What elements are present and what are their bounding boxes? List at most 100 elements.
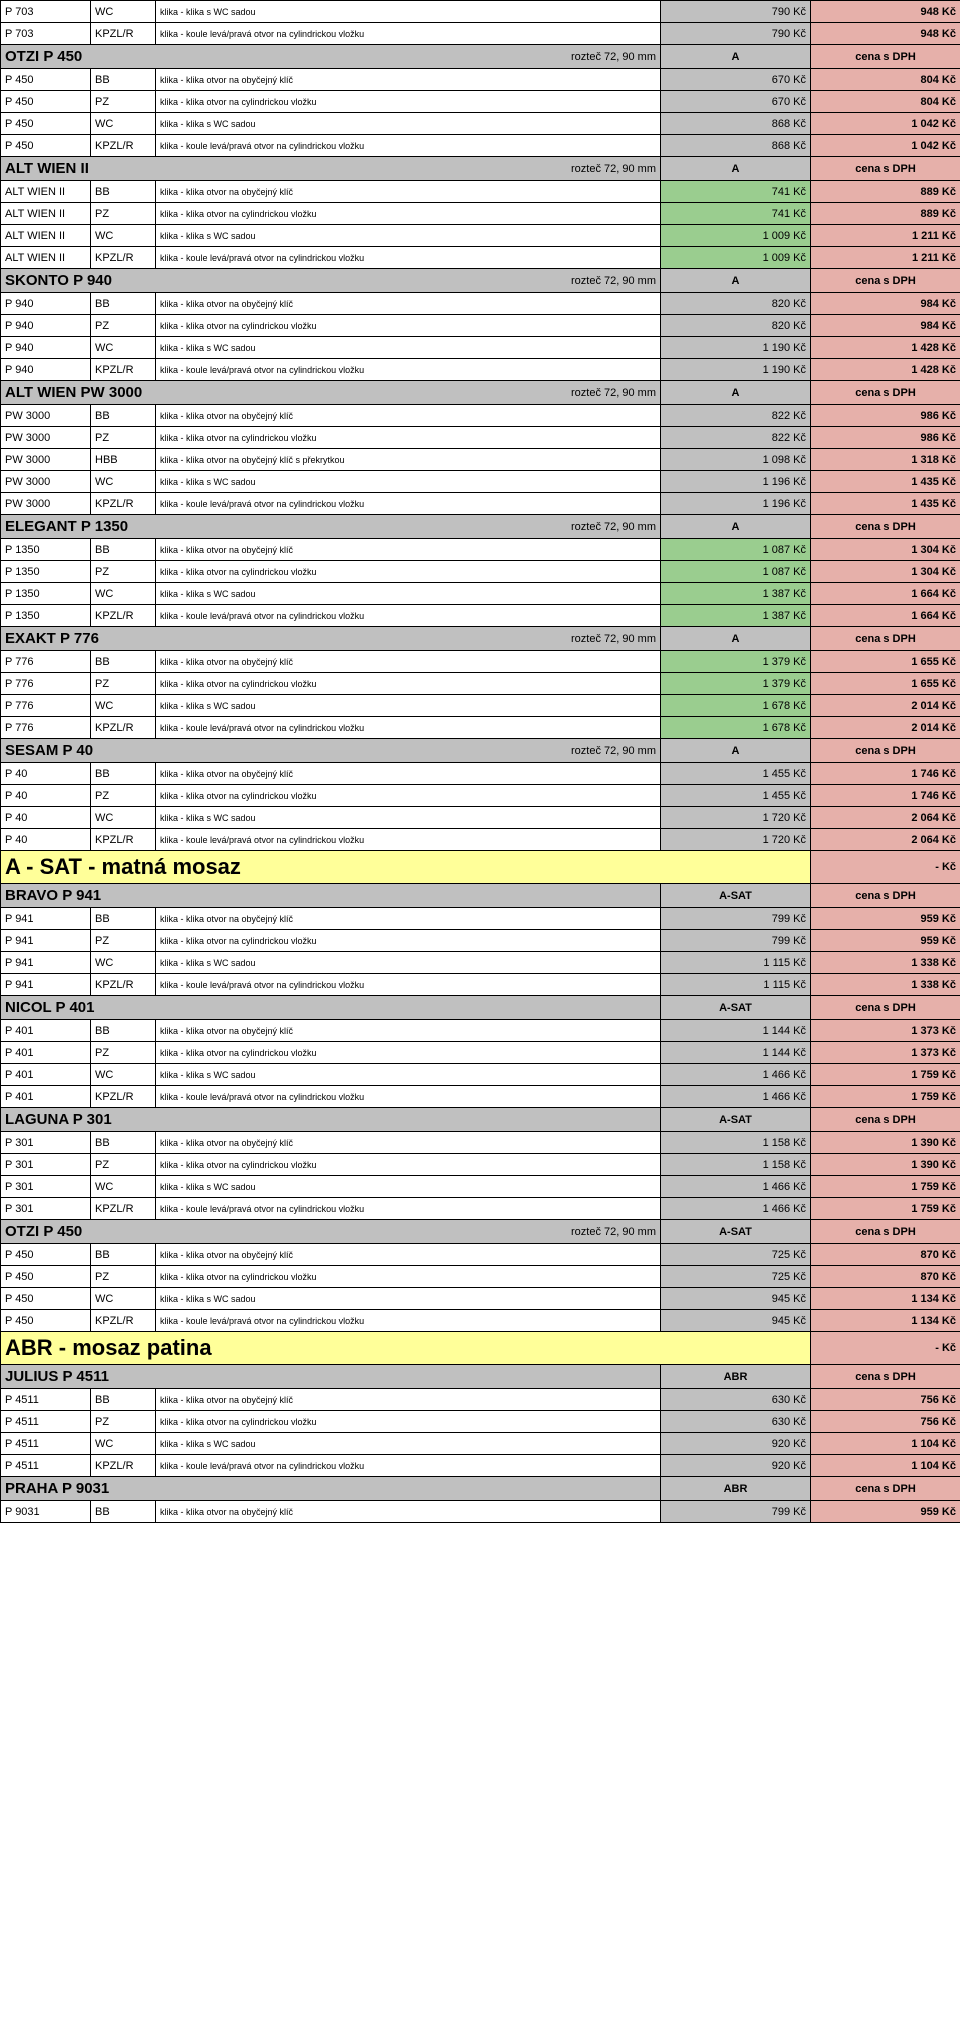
price-vat: 1 134 Kč bbox=[811, 1288, 960, 1310]
table-row: P 40BBklika - klika otvor na obyčejný kl… bbox=[1, 763, 960, 785]
description: klika - klika s WC sadou bbox=[156, 952, 661, 974]
variant: WC bbox=[91, 113, 156, 135]
price-net: 1 720 Kč bbox=[661, 829, 811, 851]
description: klika - klika otvor na cylindrickou vlož… bbox=[156, 1266, 661, 1288]
table-row: P 941PZklika - klika otvor na cylindrick… bbox=[1, 930, 960, 952]
price-vat: 1 655 Kč bbox=[811, 651, 960, 673]
description: klika - klika otvor na cylindrickou vlož… bbox=[156, 561, 661, 583]
description: klika - klika s WC sadou bbox=[156, 1064, 661, 1086]
price-vat: 1 759 Kč bbox=[811, 1064, 960, 1086]
price-vat: 1 304 Kč bbox=[811, 561, 960, 583]
section-title: SKONTO P 940 bbox=[1, 269, 156, 293]
category-label: A bbox=[661, 515, 811, 539]
variant: BB bbox=[91, 908, 156, 930]
section-title: OTZI P 450 bbox=[1, 45, 156, 69]
description: klika - klika otvor na cylindrickou vlož… bbox=[156, 785, 661, 807]
product-code: P 703 bbox=[1, 23, 91, 45]
description: klika - klika otvor na obyčejný klíč bbox=[156, 405, 661, 427]
price-vat: 984 Kč bbox=[811, 315, 960, 337]
product-code: P 776 bbox=[1, 673, 91, 695]
description: klika - klika s WC sadou bbox=[156, 695, 661, 717]
price-net: 670 Kč bbox=[661, 91, 811, 113]
table-row: SKONTO P 940rozteč 72, 90 mmAcena s DPH bbox=[1, 269, 960, 293]
table-row: ALT WIEN PW 3000rozteč 72, 90 mmAcena s … bbox=[1, 381, 960, 405]
price-net: 822 Kč bbox=[661, 427, 811, 449]
variant: PZ bbox=[91, 91, 156, 113]
variant: BB bbox=[91, 651, 156, 673]
section-title: NICOL P 401 bbox=[1, 996, 156, 1020]
price-header: cena s DPH bbox=[811, 1477, 960, 1501]
product-code: P 9031 bbox=[1, 1501, 91, 1523]
product-code: P 301 bbox=[1, 1154, 91, 1176]
price-net: 799 Kč bbox=[661, 1501, 811, 1523]
price-vat: 986 Kč bbox=[811, 427, 960, 449]
product-code: ALT WIEN II bbox=[1, 225, 91, 247]
price-vat: 1 428 Kč bbox=[811, 337, 960, 359]
price-vat: 1 373 Kč bbox=[811, 1042, 960, 1064]
variant: KPZL/R bbox=[91, 974, 156, 996]
description: klika - koule levá/pravá otvor na cylind… bbox=[156, 135, 661, 157]
table-row: P 450PZklika - klika otvor na cylindrick… bbox=[1, 1266, 960, 1288]
description: klika - klika s WC sadou bbox=[156, 583, 661, 605]
price-header: cena s DPH bbox=[811, 739, 960, 763]
variant: HBB bbox=[91, 449, 156, 471]
description: klika - klika otvor na cylindrickou vlož… bbox=[156, 91, 661, 113]
product-code: P 4511 bbox=[1, 1411, 91, 1433]
description: klika - klika s WC sadou bbox=[156, 225, 661, 247]
table-row: P 1350WCklika - klika s WC sadou1 387 Kč… bbox=[1, 583, 960, 605]
description: klika - klika otvor na obyčejný klíč bbox=[156, 1501, 661, 1523]
table-row: ABR - mosaz patina- Kč bbox=[1, 1332, 960, 1365]
table-row: NICOL P 401A-SATcena s DPH bbox=[1, 996, 960, 1020]
price-vat: 948 Kč bbox=[811, 1, 960, 23]
product-code: P 40 bbox=[1, 763, 91, 785]
price-vat: 2 064 Kč bbox=[811, 807, 960, 829]
table-row: P 40PZklika - klika otvor na cylindricko… bbox=[1, 785, 960, 807]
table-row: P 941WCklika - klika s WC sadou1 115 Kč1… bbox=[1, 952, 960, 974]
table-row: P 450BBklika - klika otvor na obyčejný k… bbox=[1, 1244, 960, 1266]
product-code: P 450 bbox=[1, 1288, 91, 1310]
product-code: P 40 bbox=[1, 829, 91, 851]
price-net: 725 Kč bbox=[661, 1244, 811, 1266]
price-net: 1 466 Kč bbox=[661, 1086, 811, 1108]
product-code: P 940 bbox=[1, 337, 91, 359]
description: klika - klika otvor na obyčejný klíč s p… bbox=[156, 449, 661, 471]
variant: BB bbox=[91, 1244, 156, 1266]
category-label: A bbox=[661, 269, 811, 293]
description: klika - klika s WC sadou bbox=[156, 1, 661, 23]
variant: WC bbox=[91, 952, 156, 974]
product-code: P 450 bbox=[1, 69, 91, 91]
table-row: P 940WCklika - klika s WC sadou1 190 Kč1… bbox=[1, 337, 960, 359]
variant: BB bbox=[91, 1501, 156, 1523]
table-row: P 940KPZL/Rklika - koule levá/pravá otvo… bbox=[1, 359, 960, 381]
description: klika - koule levá/pravá otvor na cylind… bbox=[156, 247, 661, 269]
product-code: P 4511 bbox=[1, 1433, 91, 1455]
product-code: ALT WIEN II bbox=[1, 247, 91, 269]
price-vat: 889 Kč bbox=[811, 181, 960, 203]
table-row: P 301KPZL/Rklika - koule levá/pravá otvo… bbox=[1, 1198, 960, 1220]
table-row: P 776PZklika - klika otvor na cylindrick… bbox=[1, 673, 960, 695]
price-net: 1 190 Kč bbox=[661, 359, 811, 381]
table-row: EXAKT P 776rozteč 72, 90 mmAcena s DPH bbox=[1, 627, 960, 651]
major-section-title: A - SAT - matná mosaz bbox=[1, 851, 811, 884]
price-net: 1 009 Kč bbox=[661, 247, 811, 269]
description: klika - klika otvor na cylindrickou vlož… bbox=[156, 1042, 661, 1064]
description: klika - klika otvor na cylindrickou vlož… bbox=[156, 930, 661, 952]
category-label: A bbox=[661, 45, 811, 69]
variant: WC bbox=[91, 1064, 156, 1086]
product-code: P 941 bbox=[1, 908, 91, 930]
description: klika - koule levá/pravá otvor na cylind… bbox=[156, 23, 661, 45]
section-title: OTZI P 450 bbox=[1, 1220, 156, 1244]
product-code: P 450 bbox=[1, 1266, 91, 1288]
price-vat: 756 Kč bbox=[811, 1411, 960, 1433]
price-vat: 1 390 Kč bbox=[811, 1154, 960, 1176]
price-net: 1 115 Kč bbox=[661, 974, 811, 996]
price-net: 790 Kč bbox=[661, 1, 811, 23]
price-vat: 2 064 Kč bbox=[811, 829, 960, 851]
description: klika - koule levá/pravá otvor na cylind… bbox=[156, 1455, 661, 1477]
table-row: PW 3000HBBklika - klika otvor na obyčejn… bbox=[1, 449, 960, 471]
price-net: 741 Kč bbox=[661, 203, 811, 225]
table-row: P 450WCklika - klika s WC sadou868 Kč1 0… bbox=[1, 113, 960, 135]
price-vat: 1 042 Kč bbox=[811, 113, 960, 135]
price-header: cena s DPH bbox=[811, 996, 960, 1020]
table-row: P 941BBklika - klika otvor na obyčejný k… bbox=[1, 908, 960, 930]
